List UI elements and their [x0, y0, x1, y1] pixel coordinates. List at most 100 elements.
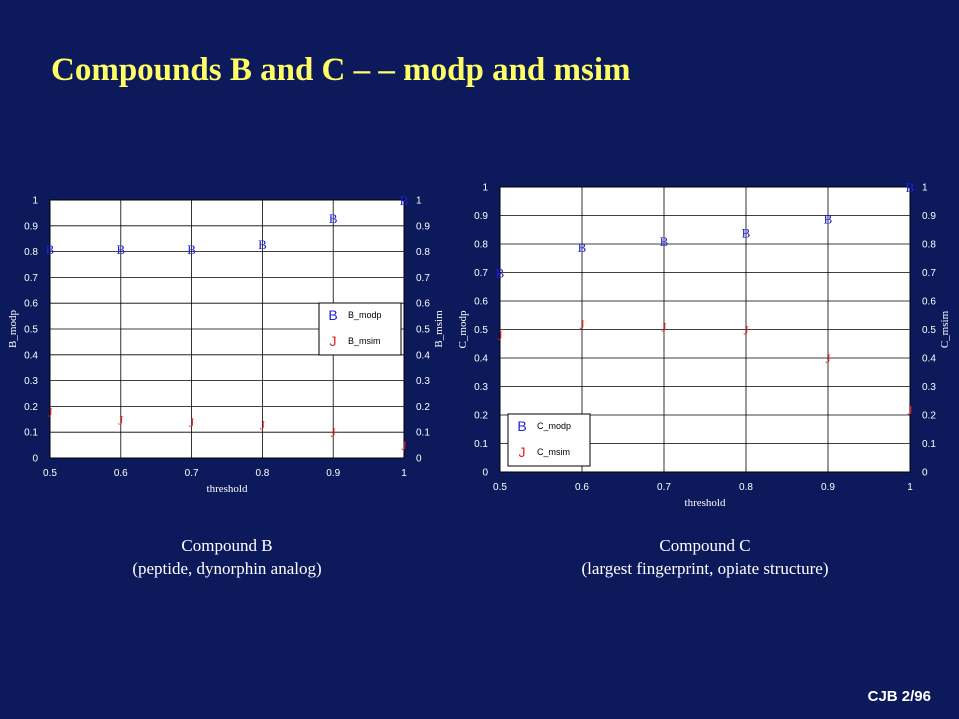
y-tick-label-left: 0.8: [24, 247, 38, 258]
caption-compound-b: Compound B (peptide, dynorphin analog): [97, 534, 357, 580]
data-point-b-msim: J: [47, 405, 52, 420]
y-tick-label-right: 0.3: [922, 382, 936, 393]
y-tick-label-left: 0.3: [24, 376, 38, 387]
y-tick-label-left: 1: [32, 196, 38, 207]
caption-subtitle: (largest fingerprint, opiate structure): [581, 559, 829, 578]
slide-footer: CJB 2/96: [867, 688, 931, 705]
y-tick-label-left: 0.8: [474, 240, 488, 251]
legend-box: [507, 413, 591, 467]
x-tick-label: 0.8: [739, 482, 753, 493]
y-tick-label-left: 0.6: [24, 299, 38, 310]
data-point-c-msim: J: [497, 328, 502, 343]
data-point-b-modp: B: [46, 242, 55, 257]
y-tick-label-right: 0.8: [922, 240, 936, 251]
data-point-c-msim: J: [661, 320, 666, 335]
y-tick-label-left: 0.7: [24, 273, 38, 284]
x-tick-label: 0.5: [493, 482, 507, 493]
y-tick-label-right: 0.1: [922, 439, 936, 450]
y-tick-label-right: 0.5: [922, 325, 936, 336]
y-tick-label-right: 0.6: [922, 297, 936, 308]
x-tick-label: 0.6: [575, 482, 589, 493]
data-point-c-modp: B: [496, 266, 505, 281]
y-tick-label-right: 0.3: [416, 376, 430, 387]
data-point-c-modp: B: [742, 226, 751, 241]
y-tick-label-left: 0.7: [474, 268, 488, 279]
legend-marker: B: [517, 418, 526, 434]
caption-subtitle: (peptide, dynorphin analog): [132, 559, 322, 578]
y-tick-label-right: 0.8: [416, 247, 430, 258]
y-tick-label-left: 0.2: [474, 411, 488, 422]
y-axis-label-right: C_msim: [939, 310, 951, 348]
data-point-c-msim: J: [825, 351, 830, 366]
y-tick-label-left: 0.5: [24, 325, 38, 336]
data-point-b-modp: B: [258, 237, 267, 252]
y-axis-label-left: C_modp: [457, 310, 469, 348]
y-tick-label-right: 0.9: [922, 211, 936, 222]
y-tick-label-left: 0.9: [24, 221, 38, 232]
y-tick-label-right: 0: [922, 468, 928, 479]
y-tick-label-left: 1: [482, 183, 488, 194]
legend-label: C_modp: [537, 421, 571, 431]
y-tick-label-right: 0.5: [416, 325, 430, 336]
data-point-b-modp: B: [329, 211, 338, 226]
y-tick-label-left: 0.4: [24, 350, 38, 361]
x-tick-label: 1: [907, 482, 913, 493]
slide-title: Compounds B and C – – modp and msim: [51, 52, 631, 88]
y-tick-label-left: 0.9: [474, 211, 488, 222]
caption-title: Compound C: [659, 536, 751, 555]
x-tick-label: 0.7: [185, 468, 199, 479]
data-point-b-modp: B: [116, 242, 125, 257]
x-tick-label: 0.7: [657, 482, 671, 493]
legend-label: C_msim: [537, 447, 570, 457]
data-point-b-msim: J: [401, 438, 406, 453]
data-point-c-msim: J: [579, 317, 584, 332]
data-point-c-modp: B: [660, 234, 669, 249]
y-tick-label-right: 0.2: [416, 402, 430, 413]
data-point-c-modp: B: [578, 240, 587, 255]
x-tick-label: 0.9: [821, 482, 835, 493]
y-tick-label-left: 0: [32, 454, 38, 465]
data-point-b-msim: J: [260, 417, 265, 432]
data-point-c-msim: J: [743, 323, 748, 338]
y-tick-label-left: 0.3: [474, 382, 488, 393]
y-tick-label-right: 0.4: [416, 350, 430, 361]
y-tick-label-left: 0.6: [474, 297, 488, 308]
legend-marker: J: [519, 444, 526, 460]
y-tick-label-left: 0.1: [24, 428, 38, 439]
x-tick-label: 0.9: [326, 468, 340, 479]
y-tick-label-right: 0: [416, 454, 422, 465]
y-tick-label-right: 0.6: [416, 299, 430, 310]
x-tick-label: 0.5: [43, 468, 57, 479]
y-tick-label-left: 0.2: [24, 402, 38, 413]
y-tick-label-left: 0.4: [474, 354, 488, 365]
data-point-b-msim: J: [118, 412, 123, 427]
x-tick-label: 0.6: [114, 468, 128, 479]
x-tick-label: 1: [401, 468, 407, 479]
y-tick-label-right: 0.1: [416, 428, 430, 439]
y-axis-label-left: B_modp: [7, 310, 19, 348]
legend-marker: J: [330, 333, 337, 349]
caption-title: Compound B: [181, 536, 273, 555]
y-tick-label-right: 0.9: [416, 221, 430, 232]
data-point-b-msim: J: [189, 415, 194, 430]
y-tick-label-right: 1: [922, 183, 928, 194]
y-tick-label-left: 0.5: [474, 325, 488, 336]
data-point-c-msim: J: [907, 402, 912, 417]
y-tick-label-right: 0.2: [922, 411, 936, 422]
x-tick-label: 0.8: [255, 468, 269, 479]
x-axis-label: threshold: [207, 483, 248, 495]
legend-marker: B: [328, 307, 337, 323]
data-point-c-modp: B: [824, 211, 833, 226]
data-point-b-msim: J: [331, 425, 336, 440]
x-axis-label: threshold: [685, 497, 726, 509]
y-tick-label-right: 1: [416, 196, 422, 207]
y-tick-label-right: 0.7: [922, 268, 936, 279]
y-tick-label-left: 0.1: [474, 439, 488, 450]
y-tick-label-right: 0.7: [416, 273, 430, 284]
caption-compound-c: Compound C (largest fingerprint, opiate …: [550, 534, 860, 580]
data-point-b-modp: B: [187, 242, 196, 257]
legend-label: B_modp: [348, 310, 382, 320]
data-point-c-modp: B: [906, 180, 915, 195]
